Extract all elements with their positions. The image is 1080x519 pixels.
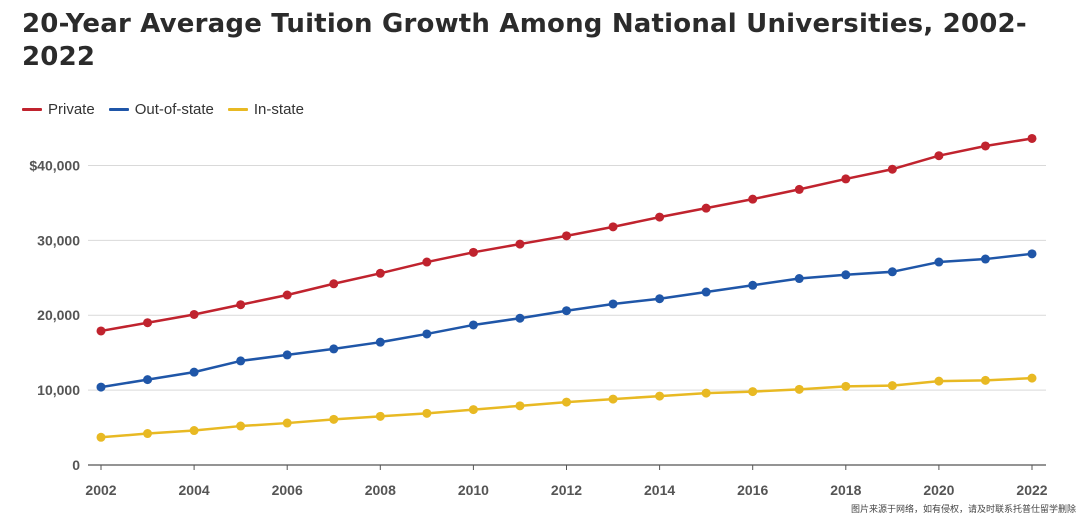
chart-title: 20-Year Average Tuition Growth Among Nat… bbox=[22, 9, 1027, 72]
data-point-private bbox=[236, 300, 246, 310]
data-point-private bbox=[748, 194, 758, 204]
data-point-in-state bbox=[189, 426, 199, 436]
data-point-out-of-state bbox=[515, 313, 525, 323]
data-point-private bbox=[422, 257, 432, 267]
data-point-in-state bbox=[655, 391, 665, 401]
legend-label-out-of-state: Out-of-state bbox=[134, 100, 214, 118]
data-point-private bbox=[887, 164, 897, 174]
data-point-in-state bbox=[468, 405, 478, 415]
data-point-out-of-state bbox=[143, 375, 153, 385]
data-point-private bbox=[143, 318, 153, 328]
data-point-private bbox=[96, 326, 106, 336]
data-point-private bbox=[980, 141, 990, 151]
data-point-private bbox=[841, 174, 851, 184]
data-point-in-state bbox=[562, 397, 571, 407]
data-point-in-state bbox=[236, 421, 246, 431]
legend-label-private: Private bbox=[48, 100, 95, 118]
data-point-private bbox=[515, 239, 525, 249]
data-point-private bbox=[701, 203, 711, 213]
data-point-in-state bbox=[701, 388, 711, 398]
data-point-in-state bbox=[934, 376, 944, 386]
data-point-private bbox=[468, 247, 478, 257]
data-point-private bbox=[655, 212, 665, 222]
legend-swatch-out-of-state bbox=[108, 107, 129, 111]
legend-swatch-in-state bbox=[227, 107, 248, 111]
data-point-out-of-state bbox=[608, 299, 618, 309]
data-point-private bbox=[562, 231, 571, 241]
x-tick-label: 2006 bbox=[272, 482, 303, 498]
data-point-out-of-state bbox=[375, 337, 385, 347]
data-point-private bbox=[608, 222, 618, 232]
y-tick-label: 20,000 bbox=[37, 307, 80, 323]
data-point-private bbox=[1027, 133, 1037, 143]
data-point-out-of-state bbox=[655, 294, 665, 304]
data-point-out-of-state bbox=[422, 329, 432, 339]
data-point-private bbox=[282, 290, 292, 300]
data-point-in-state bbox=[748, 387, 758, 397]
data-point-out-of-state bbox=[236, 356, 246, 366]
data-point-in-state bbox=[422, 408, 432, 418]
x-tick-label: 2018 bbox=[830, 482, 861, 498]
y-tick-label: 10,000 bbox=[37, 382, 80, 398]
legend-item-out-of-state: Out-of-state bbox=[108, 100, 214, 118]
data-point-out-of-state bbox=[96, 382, 106, 392]
data-point-out-of-state bbox=[189, 367, 199, 377]
data-point-out-of-state bbox=[329, 344, 339, 354]
watermark-text: 图片来源于网络，如有侵权，请及时联系托普仕留学删除 bbox=[850, 504, 1076, 514]
data-point-in-state bbox=[282, 418, 292, 428]
chart-legend: Private Out-of-state In-state bbox=[22, 99, 304, 119]
legend-swatch-private bbox=[22, 107, 42, 111]
data-point-out-of-state bbox=[887, 267, 897, 277]
y-tick-label: $40,000 bbox=[29, 157, 80, 173]
data-point-private bbox=[375, 268, 385, 278]
data-point-private bbox=[794, 184, 804, 194]
data-point-in-state bbox=[143, 429, 153, 439]
data-point-in-state bbox=[794, 384, 804, 394]
x-tick-label: 2020 bbox=[923, 482, 954, 498]
data-point-private bbox=[189, 309, 199, 319]
data-point-out-of-state bbox=[468, 320, 478, 330]
data-point-in-state bbox=[96, 432, 106, 442]
data-point-out-of-state bbox=[562, 306, 571, 316]
data-point-out-of-state bbox=[701, 287, 711, 297]
x-tick-label: 2014 bbox=[644, 482, 675, 498]
data-point-in-state bbox=[887, 381, 897, 391]
data-point-in-state bbox=[608, 394, 618, 404]
data-point-out-of-state bbox=[748, 280, 758, 290]
legend-label-in-state: In-state bbox=[253, 100, 304, 118]
y-tick-label: 30,000 bbox=[37, 232, 80, 248]
data-point-in-state bbox=[1027, 373, 1037, 383]
legend-item-in-state: In-state bbox=[227, 100, 304, 118]
data-point-out-of-state bbox=[841, 270, 851, 280]
x-tick-label: 2002 bbox=[85, 482, 116, 498]
data-point-in-state bbox=[515, 401, 525, 411]
legend-item-private: Private bbox=[22, 101, 95, 118]
x-tick-label: 2004 bbox=[179, 482, 210, 498]
data-point-out-of-state bbox=[1027, 249, 1037, 259]
x-tick-label: 2016 bbox=[737, 482, 768, 498]
y-tick-label: 0 bbox=[72, 457, 80, 473]
data-point-private bbox=[329, 279, 339, 289]
data-point-in-state bbox=[841, 381, 851, 391]
data-point-in-state bbox=[980, 375, 990, 385]
x-tick-label: 2022 bbox=[1016, 482, 1047, 498]
data-point-in-state bbox=[375, 411, 385, 421]
data-point-out-of-state bbox=[934, 257, 944, 267]
x-tick-label: 2008 bbox=[365, 482, 396, 498]
data-point-out-of-state bbox=[980, 254, 990, 264]
data-point-private bbox=[934, 151, 944, 161]
data-point-out-of-state bbox=[794, 274, 804, 284]
data-point-in-state bbox=[329, 414, 339, 424]
x-tick-label: 2012 bbox=[551, 482, 582, 498]
x-tick-label: 2010 bbox=[458, 482, 489, 498]
data-point-out-of-state bbox=[282, 350, 292, 360]
